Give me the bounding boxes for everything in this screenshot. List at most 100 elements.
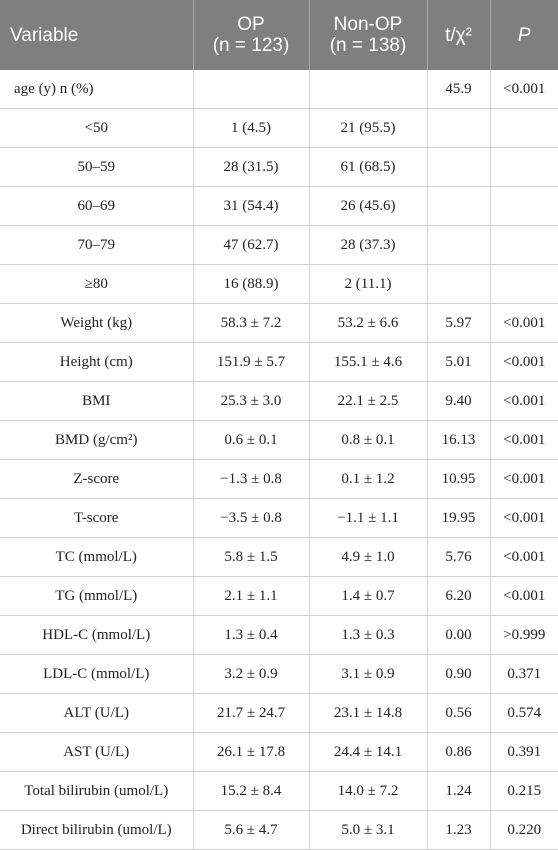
cell-statistic: 5.97	[427, 303, 491, 343]
table-row: ALT (U/L) 21.7 ± 24.7 23.1 ± 14.8 0.56 0.574	[0, 693, 558, 733]
cell-variable: TC (mmol/L)	[0, 537, 194, 577]
cell-p-value	[490, 264, 558, 304]
cell-non-op: 4.9 ± 1.0	[309, 537, 428, 577]
cell-op: 0.6 ± 0.1	[193, 420, 310, 460]
cell-op: 2.1 ± 1.1	[193, 576, 310, 616]
cell-statistic	[427, 264, 491, 304]
cell-p-value: <0.001	[490, 420, 558, 460]
cell-statistic: 45.9	[427, 70, 491, 109]
cell-statistic: 5.01	[427, 342, 491, 382]
cell-variable: Weight (kg)	[0, 303, 194, 343]
cell-non-op: 14.0 ± 7.2	[309, 771, 428, 811]
table-body: age (y) n (%) 45.9 <0.001 <50 1 (4.5) 21 (95.…	[0, 70, 558, 850]
cell-p-value: <0.001	[490, 576, 558, 616]
cell-non-op: 61 (68.5)	[309, 147, 428, 187]
table-row: Weight (kg) 58.3 ± 7.2 53.2 ± 6.6 5.97 <0.00…	[0, 303, 558, 343]
cell-op: 3.2 ± 0.9	[193, 654, 310, 694]
table-row: TC (mmol/L) 5.8 ± 1.5 4.9 ± 1.0 5.76 <0.001	[0, 537, 558, 577]
cell-variable: HDL-C (mmol/L)	[0, 615, 194, 655]
cell-non-op: 26 (45.6)	[309, 186, 428, 226]
cell-p-value: 0.220	[490, 810, 558, 850]
cell-p-value	[490, 108, 558, 148]
cell-variable: <50	[0, 108, 194, 148]
header-row: Variable OP (n = 123) Non-OP (n = 138) t…	[0, 0, 558, 70]
table-row: Height (cm) 151.9 ± 5.7 155.1 ± 4.6 5.01 <0.…	[0, 342, 558, 382]
cell-p-value: <0.001	[490, 70, 558, 109]
cell-statistic	[427, 147, 491, 187]
cell-variable: AST (U/L)	[0, 732, 194, 772]
cell-non-op: 2 (11.1)	[309, 264, 428, 304]
table-row: 60–69 31 (54.4) 26 (45.6)	[0, 186, 558, 226]
cell-non-op: 155.1 ± 4.6	[309, 342, 428, 382]
cell-non-op: 1.3 ± 0.3	[309, 615, 428, 655]
cell-variable: 50–59	[0, 147, 194, 187]
cell-op: 31 (54.4)	[193, 186, 310, 226]
cell-variable: TG (mmol/L)	[0, 576, 194, 616]
header-non-op: Non-OP (n = 138)	[309, 0, 428, 70]
cell-variable: LDL-C (mmol/L)	[0, 654, 194, 694]
header-op-label: OP	[237, 14, 265, 35]
cell-variable: Direct bilirubin (umol/L)	[0, 810, 194, 850]
cell-p-value: 0.391	[490, 732, 558, 772]
cell-non-op	[309, 70, 428, 109]
table-row: T-score −3.5 ± 0.8 −1.1 ± 1.1 19.95 <0.001	[0, 498, 558, 538]
cell-variable: 60–69	[0, 186, 194, 226]
cell-op: 25.3 ± 3.0	[193, 381, 310, 421]
table-row: Total bilirubin (umol/L) 15.2 ± 8.4 14.0 ±…	[0, 771, 558, 811]
cell-non-op: 53.2 ± 6.6	[309, 303, 428, 343]
cell-statistic: 0.00	[427, 615, 491, 655]
cell-non-op: 21 (95.5)	[309, 108, 428, 148]
cell-statistic: 1.24	[427, 771, 491, 811]
cell-op: 16 (88.9)	[193, 264, 310, 304]
header-non-op-label: Non-OP	[333, 14, 403, 35]
cell-op: 5.6 ± 4.7	[193, 810, 310, 850]
cell-p-value: <0.001	[490, 459, 558, 499]
cell-statistic	[427, 225, 491, 265]
cell-statistic: 19.95	[427, 498, 491, 538]
header-variable: Variable	[0, 0, 194, 70]
cell-p-value: 0.215	[490, 771, 558, 811]
table-header: Variable OP (n = 123) Non-OP (n = 138) t…	[0, 0, 558, 70]
cell-p-value: <0.001	[490, 381, 558, 421]
header-statistic: t/χ²	[427, 0, 491, 70]
cell-statistic: 0.56	[427, 693, 491, 733]
cell-statistic	[427, 108, 491, 148]
cell-non-op: 23.1 ± 14.8	[309, 693, 428, 733]
cell-non-op: 0.8 ± 0.1	[309, 420, 428, 460]
cell-op: −1.3 ± 0.8	[193, 459, 310, 499]
table-row: HDL-C (mmol/L) 1.3 ± 0.4 1.3 ± 0.3 0.00 >0.9…	[0, 615, 558, 655]
cell-non-op: 1.4 ± 0.7	[309, 576, 428, 616]
cell-statistic: 0.90	[427, 654, 491, 694]
cell-variable: 70–79	[0, 225, 194, 265]
cell-non-op: 3.1 ± 0.9	[309, 654, 428, 694]
cell-op: 47 (62.7)	[193, 225, 310, 265]
table-row: 50–59 28 (31.5) 61 (68.5)	[0, 147, 558, 187]
cell-op: 151.9 ± 5.7	[193, 342, 310, 382]
cell-variable: age (y) n (%)	[0, 70, 194, 109]
header-op: OP (n = 123)	[193, 0, 310, 70]
cell-statistic: 9.40	[427, 381, 491, 421]
cell-op: 5.8 ± 1.5	[193, 537, 310, 577]
cell-non-op: 24.4 ± 14.1	[309, 732, 428, 772]
cell-op: 1.3 ± 0.4	[193, 615, 310, 655]
header-p-value: P	[490, 0, 558, 70]
cell-op: 1 (4.5)	[193, 108, 310, 148]
cell-p-value	[490, 147, 558, 187]
cell-p-value: 0.371	[490, 654, 558, 694]
cell-op: 28 (31.5)	[193, 147, 310, 187]
cell-variable: Z-score	[0, 459, 194, 499]
cell-p-value	[490, 225, 558, 265]
cell-non-op: 5.0 ± 3.1	[309, 810, 428, 850]
cell-p-value	[490, 186, 558, 226]
cell-variable: T-score	[0, 498, 194, 538]
table-row: AST (U/L) 26.1 ± 17.8 24.4 ± 14.1 0.86 0.391	[0, 732, 558, 772]
cell-statistic: 0.86	[427, 732, 491, 772]
cell-variable: Height (cm)	[0, 342, 194, 382]
cell-op: 15.2 ± 8.4	[193, 771, 310, 811]
table-row: BMD (g/cm²) 0.6 ± 0.1 0.8 ± 0.1 16.13 <0.001	[0, 420, 558, 460]
cell-statistic: 10.95	[427, 459, 491, 499]
cell-variable: BMD (g/cm²)	[0, 420, 194, 460]
cell-p-value: >0.999	[490, 615, 558, 655]
cell-op: 21.7 ± 24.7	[193, 693, 310, 733]
